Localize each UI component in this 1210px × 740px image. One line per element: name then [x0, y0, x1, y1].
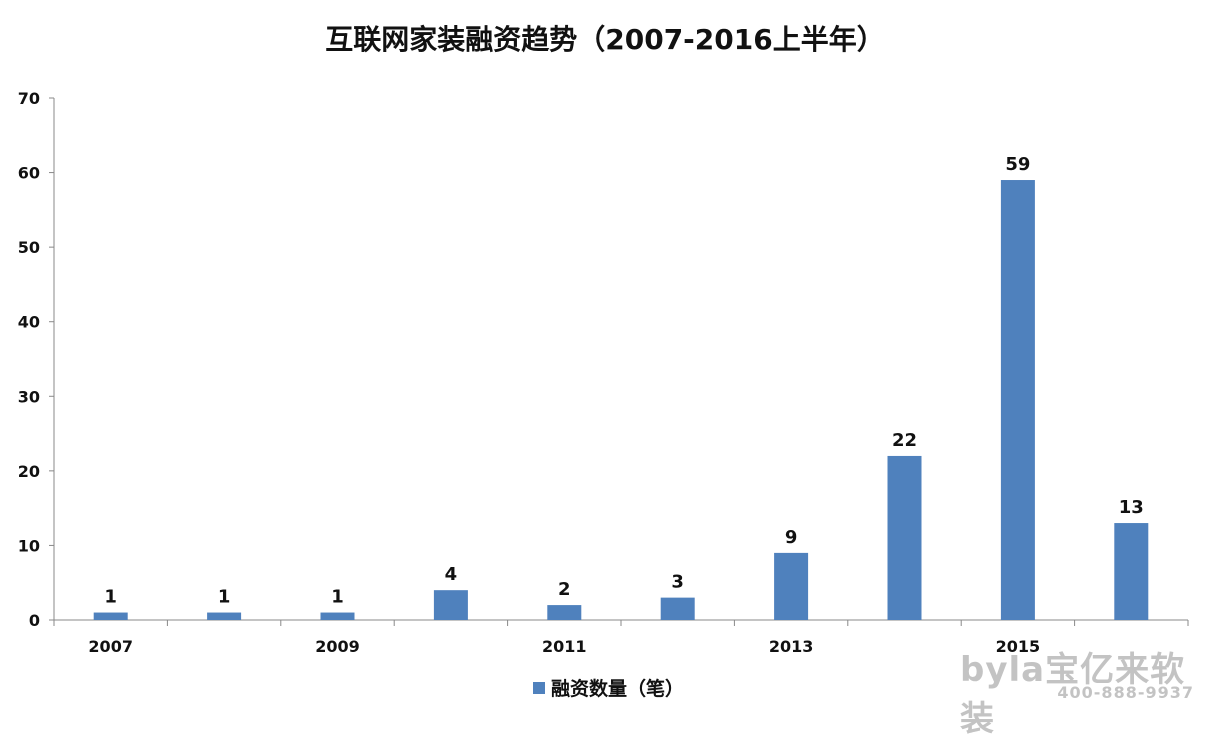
data-label: 22: [892, 430, 917, 451]
data-label: 3: [671, 572, 684, 593]
legend-label: 融资数量（笔）: [551, 678, 685, 700]
data-label: 1: [104, 587, 117, 608]
bar: [887, 455, 922, 620]
data-label: 59: [1005, 154, 1030, 175]
watermark-phone: 400-888-9937: [1057, 683, 1194, 702]
y-tick-label: 70: [18, 89, 40, 108]
bar-chart: 0 10 20 30 40 50 60 70 2007 2009 2011 2013 2015 1 1 1 4…: [18, 89, 1189, 656]
bar: [433, 590, 468, 620]
data-label: 1: [331, 587, 344, 608]
axes: 0 10 20 30 40 50 60 70 2007 2009 2011 2013 2015: [18, 89, 1189, 656]
bar: [207, 612, 242, 620]
x-tick-label: 2011: [542, 637, 587, 656]
bar: [320, 612, 355, 620]
bar: [93, 612, 128, 620]
y-tick-label: 50: [18, 238, 40, 257]
y-tick-label: 10: [18, 536, 40, 555]
bars: [93, 180, 1149, 620]
legend: 融资数量（笔）: [533, 674, 684, 701]
bar: [774, 552, 809, 620]
legend-swatch: [533, 681, 545, 694]
bar: [1000, 180, 1035, 620]
watermark: byla宝亿来软装 400-888-9937: [960, 642, 1200, 739]
y-tick-label: 60: [18, 164, 40, 183]
x-tick-label: 2013: [769, 637, 814, 656]
data-label: 13: [1119, 497, 1144, 518]
bar: [547, 605, 582, 620]
watermark-logo: byla宝亿来软装: [960, 650, 1186, 739]
y-tick-label: 30: [18, 387, 40, 406]
data-label: 1: [218, 587, 231, 608]
x-tick-label: 2015: [996, 637, 1041, 656]
data-labels: 1 1 1 4 2 3 9 22 59 13: [104, 154, 1143, 608]
data-label: 9: [785, 527, 798, 548]
y-tick-label: 40: [18, 313, 40, 332]
y-tick-label: 0: [29, 611, 40, 630]
x-tick-label: 2007: [88, 637, 133, 656]
data-label: 2: [558, 579, 571, 600]
chart-root: 互联网家装融资趋势（2007-2016上半年） 0 10 20 30 40 50 60 70 2…: [18, 23, 1200, 739]
chart-title: 互联网家装融资趋势（2007-2016上半年）: [325, 23, 885, 56]
data-label: 4: [445, 564, 458, 585]
x-tick-label: 2009: [315, 637, 360, 656]
y-tick-label: 20: [18, 462, 40, 481]
bar: [660, 597, 695, 620]
bar: [1114, 523, 1149, 620]
